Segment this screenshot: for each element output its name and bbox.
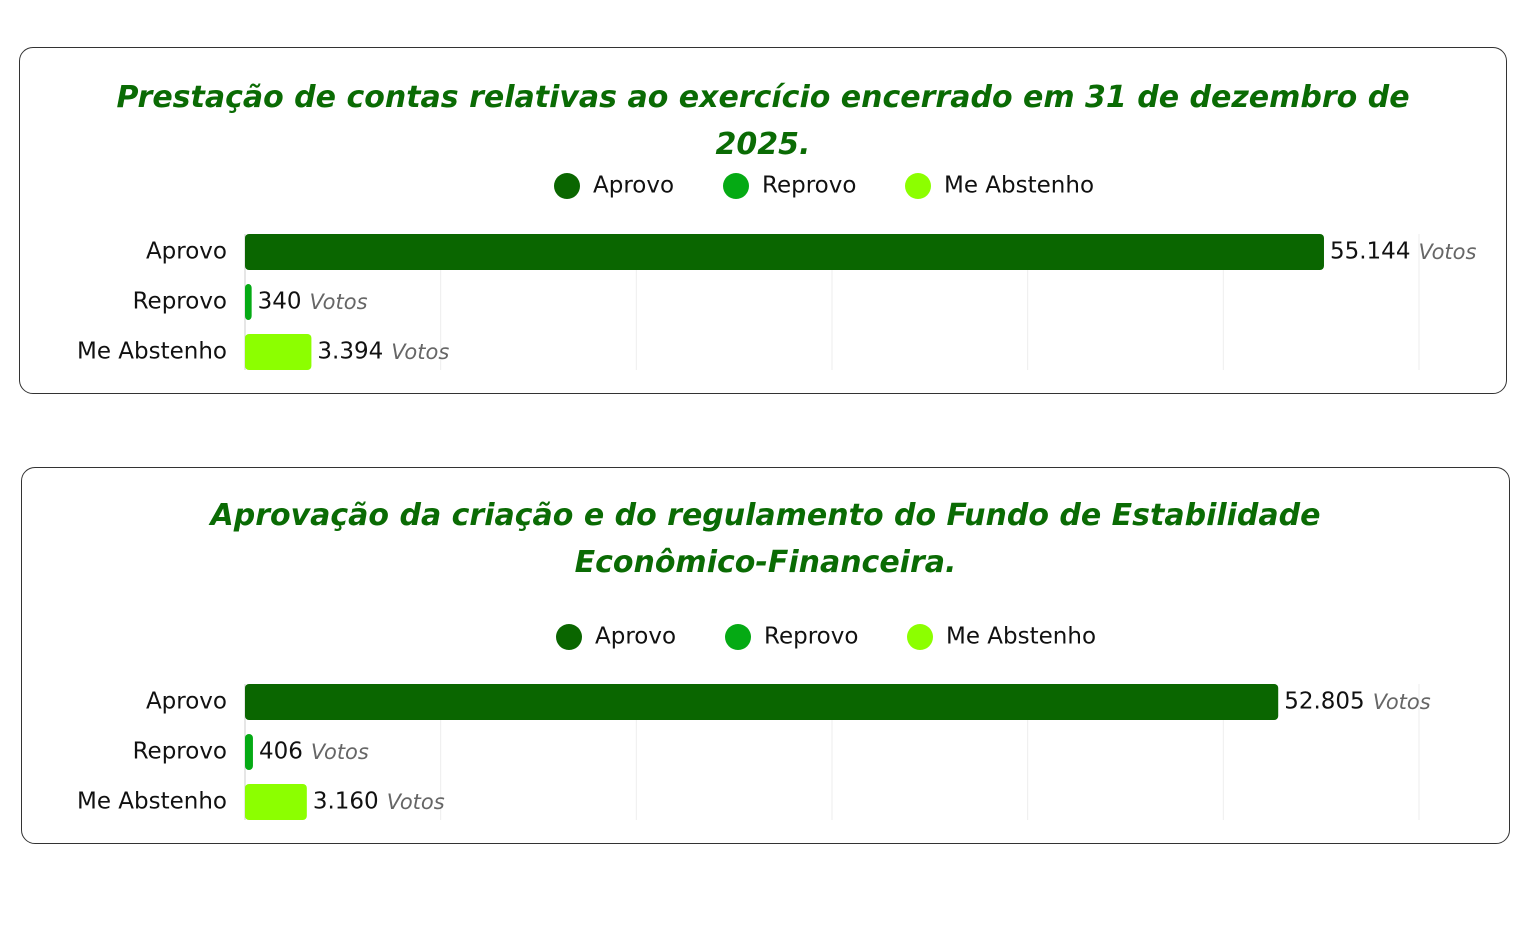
unit-label: Votos: [1418, 240, 1476, 264]
unit-label: Votos: [310, 290, 368, 314]
category-label: Aprovo: [146, 689, 227, 715]
legend-swatch: [554, 173, 580, 199]
value-label: 3.160: [313, 789, 379, 815]
legend-swatch: [723, 173, 749, 199]
category-label: Me Abstenho: [77, 789, 227, 815]
unit-label: Votos: [391, 340, 449, 364]
chart-card: Prestação de contas relativas ao exercíc…: [19, 47, 1507, 394]
bar: [245, 784, 307, 820]
legend-swatch: [725, 624, 751, 650]
legend-label: Me Abstenho: [944, 173, 1094, 199]
bar: [245, 684, 1279, 720]
category-label: Reprovo: [133, 289, 227, 315]
legend-label: Reprovo: [762, 173, 856, 199]
unit-label: Votos: [1373, 690, 1431, 714]
legend-label: Aprovo: [595, 624, 676, 650]
bar: [245, 284, 252, 320]
legend-label: Aprovo: [593, 173, 674, 199]
legend-swatch: [907, 624, 933, 650]
value-label: 406: [259, 739, 303, 765]
chart-title: Prestação de contas relativas ao exercíc…: [116, 80, 1410, 162]
legend-swatch: [556, 624, 582, 650]
bar: [245, 334, 312, 370]
category-label: Reprovo: [133, 739, 227, 765]
unit-label: Votos: [311, 740, 369, 764]
unit-label: Votos: [387, 790, 445, 814]
chart: Aprovo Reprovo Me Abstenho Aprovo 55.144 Voto…: [77, 173, 1477, 370]
value-label: 340: [258, 289, 302, 315]
category-label: Aprovo: [146, 239, 227, 265]
category-label: Me Abstenho: [77, 339, 227, 365]
value-label: 3.394: [317, 339, 383, 365]
legend-label: Me Abstenho: [946, 624, 1096, 650]
chart-card: Aprovação da criação e do regulamento do…: [21, 467, 1510, 844]
bar: [245, 734, 253, 770]
chart: Aprovo Reprovo Me Abstenho Aprovo 52.805 Voto…: [77, 624, 1431, 820]
value-label: 55.144: [1330, 239, 1410, 265]
chart-title: Aprovação da criação e do regulamento do…: [210, 498, 1321, 580]
value-label: 52.805: [1284, 689, 1364, 715]
legend-label: Reprovo: [764, 624, 858, 650]
legend-swatch: [905, 173, 931, 199]
bar: [245, 234, 1324, 270]
